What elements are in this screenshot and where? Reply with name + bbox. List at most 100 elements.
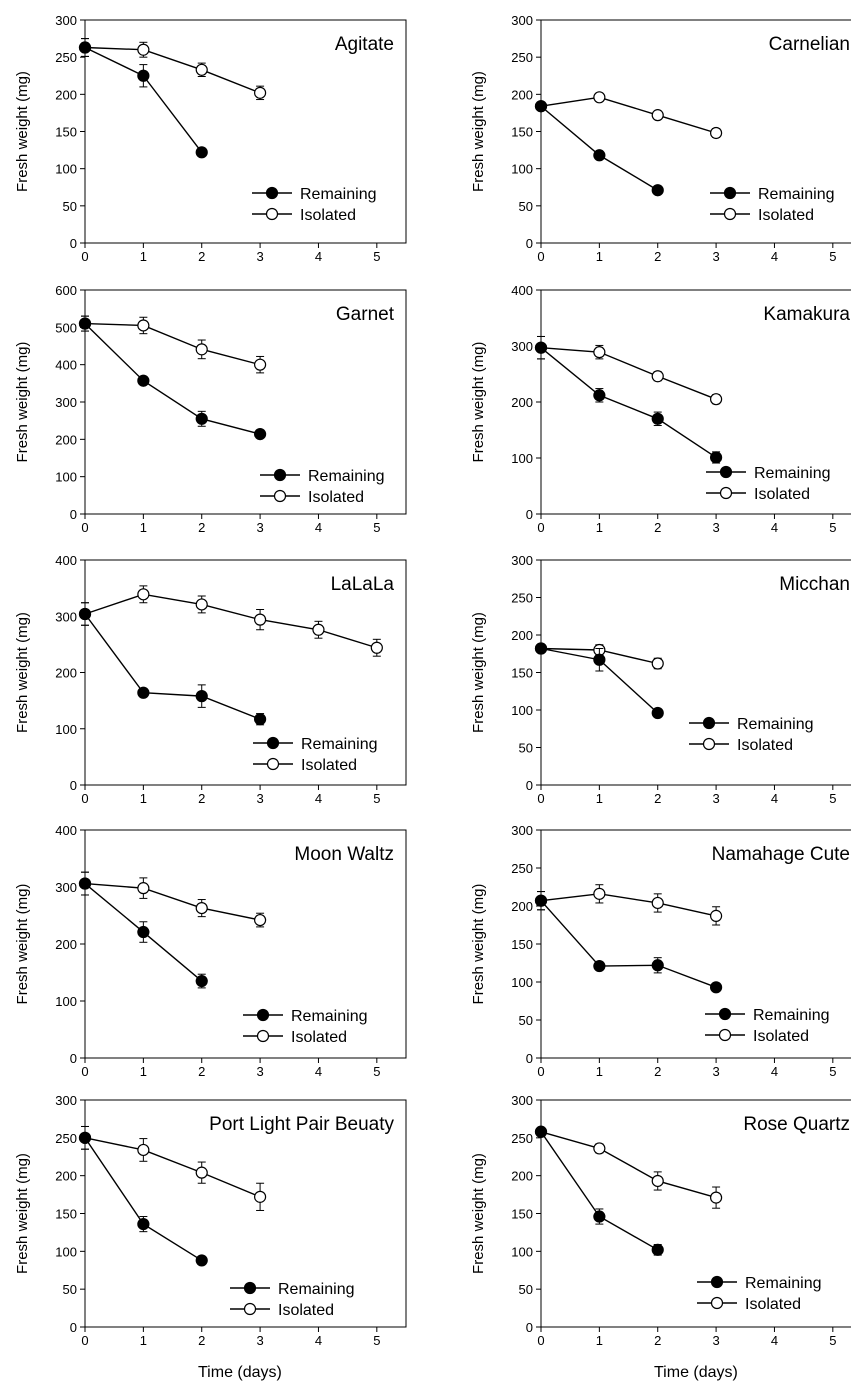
x-tick-label: 5	[373, 1333, 380, 1348]
x-tick-label: 0	[537, 1333, 544, 1348]
legend-label: Remaining	[754, 465, 830, 482]
legend-marker	[266, 736, 280, 750]
x-tick-label: 5	[829, 1333, 836, 1348]
y-tick-label: 0	[526, 1051, 533, 1066]
x-tick-label: 1	[140, 1064, 147, 1079]
chart-panel: 0 50 100 150 200 250 300 0 1 2 3 4 5 Fresh weight (mg…	[14, 13, 407, 264]
legend-marker	[273, 468, 287, 482]
data-point-remaining	[593, 653, 606, 666]
legend-label: Isolated	[300, 207, 356, 224]
y-axis-label: Fresh weight (mg)	[470, 612, 487, 733]
series-line	[540, 893, 717, 917]
y-axis-label: Fresh weight (mg)	[14, 884, 31, 1005]
x-tick-label: 4	[771, 520, 778, 535]
y-tick-label: 250	[55, 1131, 77, 1146]
y-tick-label: 250	[511, 861, 533, 876]
legend-marker	[718, 1028, 732, 1042]
chart-title: Carnelian	[769, 34, 850, 55]
x-tick-label: 5	[829, 520, 836, 535]
chart-panel: 0 50 100 150 200 250 300 0 1 2 3 4 5 Fresh weight (mg…	[470, 553, 851, 806]
data-point-isolated	[593, 346, 606, 359]
data-point-isolated	[651, 109, 664, 122]
series-line	[84, 882, 261, 921]
y-tick-label: 250	[511, 1131, 533, 1146]
y-tick-label: 0	[526, 236, 533, 251]
y-tick-label: 0	[70, 778, 77, 793]
x-tick-label: 2	[654, 1064, 661, 1079]
x-tick-label: 0	[81, 520, 88, 535]
y-axis-label: Fresh weight (mg)	[470, 1153, 487, 1274]
data-point-isolated	[709, 1191, 723, 1204]
data-point-remaining	[195, 690, 208, 703]
y-tick-label: 150	[511, 666, 533, 681]
chart-title: Namahage Cute	[712, 844, 850, 865]
x-axis-label-left: Time (days)	[198, 1364, 282, 1381]
y-axis-label: Fresh weight (mg)	[470, 342, 487, 463]
x-tick-label: 3	[712, 1333, 719, 1348]
chart-panel: 0 100 200 300 400 0 1 2 3 4 5 Fresh weight (mg) Moon…	[14, 823, 407, 1079]
y-tick-label: 150	[55, 1207, 77, 1222]
data-point-remaining	[78, 317, 92, 330]
y-tick-label: 250	[511, 591, 533, 606]
x-tick-label: 3	[712, 249, 719, 264]
legend-marker	[718, 1007, 732, 1021]
data-point-remaining	[137, 925, 150, 939]
chart-title: Kamakura	[763, 304, 850, 325]
y-tick-label: 0	[70, 236, 77, 251]
x-tick-label: 0	[81, 1064, 88, 1079]
x-tick-label: 3	[256, 520, 263, 535]
x-tick-label: 1	[596, 1064, 603, 1079]
y-tick-label: 250	[511, 50, 533, 65]
legend-marker	[256, 1029, 270, 1043]
legend-marker	[273, 489, 287, 503]
data-point-isolated	[195, 598, 208, 611]
y-tick-label: 300	[55, 13, 77, 28]
y-tick-label: 100	[55, 470, 77, 485]
data-point-isolated	[312, 623, 325, 636]
y-tick-label: 300	[55, 1093, 77, 1108]
series-line	[84, 46, 261, 94]
x-tick-label: 1	[596, 249, 603, 264]
y-tick-label: 200	[511, 87, 533, 102]
data-point-remaining	[651, 184, 664, 197]
chart-panel: 0 50 100 150 200 250 300 0 1 2 3 4 5 Fresh weight (mg…	[470, 1093, 851, 1348]
data-point-isolated	[137, 1143, 150, 1157]
x-tick-label: 4	[315, 249, 322, 264]
chart-title: Micchan	[779, 574, 850, 595]
data-point-remaining	[195, 146, 208, 159]
y-tick-label: 0	[526, 507, 533, 522]
data-point-isolated	[651, 896, 664, 910]
legend-label: Isolated	[753, 1028, 809, 1045]
y-tick-label: 100	[55, 162, 77, 177]
y-tick-label: 300	[55, 880, 77, 895]
chart-title: Agitate	[335, 34, 394, 55]
y-tick-label: 400	[511, 283, 533, 298]
chart-title: Port Light Pair Beuaty	[209, 1114, 394, 1135]
y-tick-label: 50	[63, 1282, 77, 1297]
data-point-isolated	[195, 63, 208, 76]
data-point-remaining	[534, 642, 548, 655]
series-line	[84, 613, 261, 720]
y-tick-label: 100	[511, 1244, 533, 1259]
legend-label: Remaining	[308, 468, 384, 485]
legend-marker	[702, 716, 716, 730]
x-tick-label: 5	[373, 1064, 380, 1079]
legend-label: Isolated	[291, 1029, 347, 1046]
x-tick-label: 2	[654, 791, 661, 806]
y-tick-label: 0	[70, 1320, 77, 1335]
y-tick-label: 100	[55, 1244, 77, 1259]
legend-label: Remaining	[278, 1281, 354, 1298]
x-tick-label: 3	[256, 1333, 263, 1348]
y-tick-label: 500	[55, 320, 77, 335]
data-point-remaining	[534, 894, 548, 907]
data-point-remaining	[253, 713, 267, 726]
y-tick-label: 400	[55, 553, 77, 568]
y-axis-label: Fresh weight (mg)	[14, 71, 31, 192]
legend-marker	[723, 186, 737, 200]
data-point-isolated	[137, 882, 150, 895]
legend-label: Isolated	[308, 489, 364, 506]
chart-title: LaLaLa	[331, 574, 395, 595]
chart-panel: 0 50 100 150 200 250 300 0 1 2 3 4 5 Fresh weight (mg…	[470, 823, 851, 1079]
y-tick-label: 50	[63, 199, 77, 214]
legend-marker	[243, 1302, 257, 1316]
